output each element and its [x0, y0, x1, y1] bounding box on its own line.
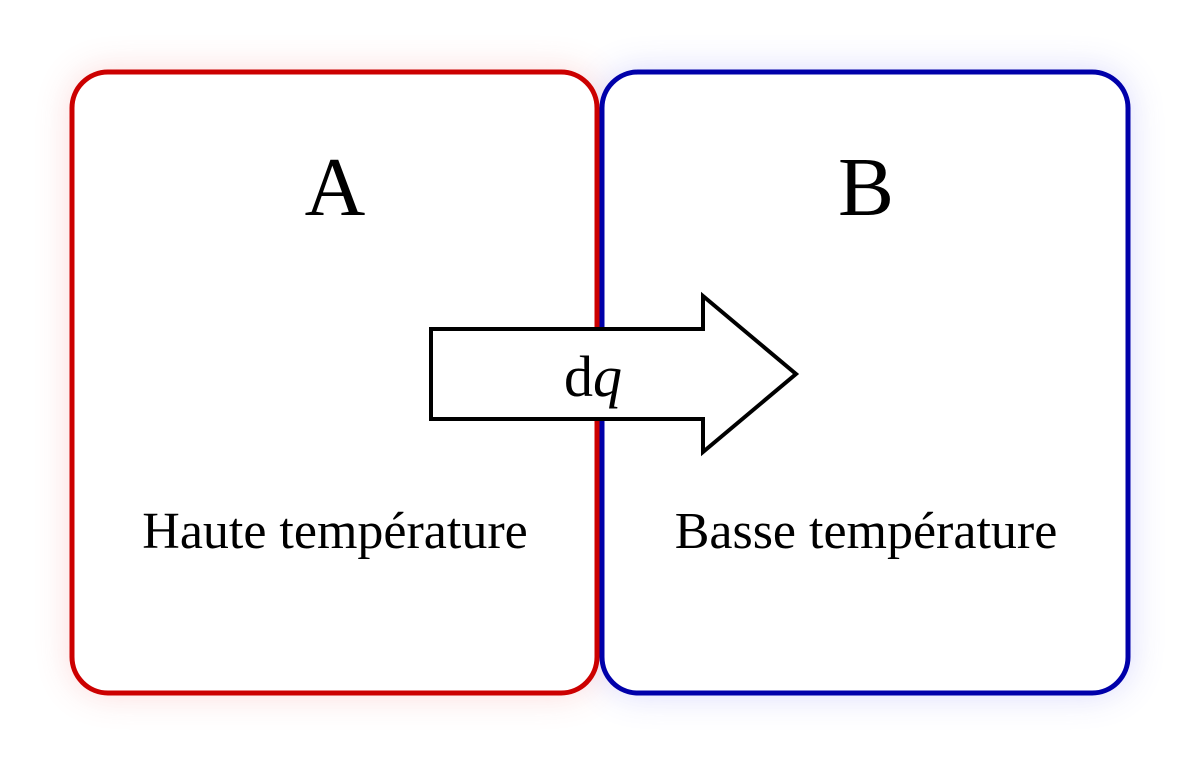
- system-a-label: A: [305, 141, 366, 234]
- heat-flow-symbol-q: q: [593, 344, 622, 409]
- heat-flow-arrow: [429, 291, 800, 457]
- system-a-description: Haute température: [142, 503, 527, 560]
- heat-flow-label: dq: [564, 344, 622, 409]
- system-b-label: B: [838, 141, 894, 234]
- heat-flow-symbol-d: d: [564, 344, 593, 409]
- system-b-description: Basse température: [675, 503, 1058, 560]
